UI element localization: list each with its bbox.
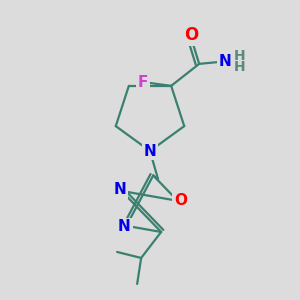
Text: N: N: [144, 143, 156, 158]
Text: O: O: [174, 193, 187, 208]
Text: N: N: [113, 182, 126, 197]
Text: F: F: [138, 75, 148, 90]
Text: O: O: [184, 26, 198, 44]
Text: N: N: [219, 54, 232, 69]
Text: N: N: [118, 219, 131, 234]
Text: H: H: [234, 60, 246, 74]
Text: H: H: [234, 49, 246, 63]
